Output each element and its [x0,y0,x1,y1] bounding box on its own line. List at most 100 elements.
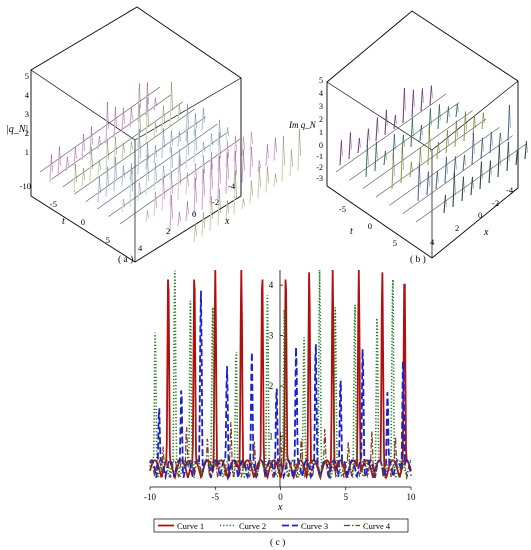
surface-spike [507,104,511,142]
series-line [149,422,412,479]
surface-mesh [115,136,117,155]
surface-spike [233,135,237,162]
surface-spike [201,212,205,237]
surface-spike [445,130,449,154]
surface-spike [400,145,404,184]
surface-mesh [67,156,69,167]
surface-spike [257,166,261,199]
surface-mesh [139,83,141,109]
surface-spike [105,139,109,171]
surface-spike [209,133,213,152]
surface-spike [384,109,388,136]
surface-spike [217,188,221,226]
surface-spike [57,146,61,177]
surface-spike [383,150,387,166]
surface-spike [426,171,430,196]
surface-mesh [483,112,485,124]
surface-spike [472,115,476,136]
t-tick: 5 [393,238,397,248]
surface-spike [419,124,423,142]
surface-mesh [211,133,213,146]
surface-spike [185,201,189,222]
panel-b-z-ticks: -3 -2 -1 0 1 2 3 4 5 [316,76,323,183]
x-tick: 2 [166,226,170,236]
legend-items: Curve 1 Curve 2 Curve 3 Curve 4 [158,521,391,531]
surface-mesh [267,166,269,184]
surface-mesh [123,199,125,208]
surface-spike [177,131,181,148]
panel-a-x-label: x [224,216,230,227]
surface-mesh [171,81,173,111]
surface-mesh [394,134,396,151]
panel-b-t-label: t [350,226,353,237]
legend-label: Curve 3 [301,521,328,531]
floor-line [335,93,447,173]
surface-mesh [211,159,213,189]
surface-spike [524,141,528,160]
panel-a: |q_N| 1 2 3 4 5 -10 -5 0 5 t 4 2 0 -2 -4… [6,6,301,265]
surface-mesh [420,147,422,163]
surface-mesh [187,172,189,187]
series-curve-2 [149,269,412,481]
t-tick: 0 [368,221,372,231]
surface-spike [89,146,93,182]
surface-mesh [227,140,229,158]
panel-c-x-ticks: -10 -5 0 5 10 [144,487,416,502]
surface-spike [209,159,213,205]
surface-mesh [203,155,205,174]
floor-line [39,86,161,173]
surface-mesh [139,129,141,159]
surface-spike [435,170,439,190]
surface-spike [161,105,165,132]
surface-spike [498,132,502,148]
surface-mesh [107,166,109,187]
surface-spike [161,176,165,212]
panel-b-surface [339,85,528,214]
surface-spike [233,151,237,189]
surface-mesh [393,152,395,177]
surface-mesh [429,128,431,153]
surface-mesh [448,106,450,118]
surface-mesh [431,85,433,99]
surface-mesh [386,109,388,127]
surface-mesh [473,132,475,154]
surface-spike [443,194,447,214]
surface-spike [201,107,205,131]
surface-mesh [235,170,237,199]
surface-spike [409,161,413,178]
floor-line [362,110,473,189]
surface-mesh [227,200,229,214]
surface-spike [489,131,493,154]
surface-spike [121,107,125,133]
panel-b: Im q_N -3 -2 -1 0 1 2 3 4 5 -5 0 5 t 4 2… [288,10,528,265]
surface-spike [429,85,433,106]
surface-spike [193,177,197,216]
surface-spike [375,117,379,142]
surface-mesh [474,115,476,129]
surface-spike [480,137,484,160]
surface-spike [185,103,189,142]
surface-mesh [368,128,370,141]
surface-mesh [454,172,456,195]
surface-spike [113,156,117,192]
surface-spike [461,176,465,202]
panel-a-surface [49,81,301,243]
panel-c-x-label: x [277,502,283,513]
x-tick: 2 [455,223,459,233]
surface-spike [185,172,189,195]
x-tick: -2 [212,197,219,207]
surface-mesh [251,180,253,196]
surface-mesh [259,166,261,188]
surface-mesh [131,141,133,150]
x-tick: -2 [492,198,499,208]
surface-spike [481,112,485,130]
surface-mesh [139,104,141,133]
surface-spike [249,131,253,151]
surface-spike [462,154,466,172]
surface-spike [488,160,492,184]
surface-mesh [195,113,197,129]
x-tick: 4 [138,243,143,253]
y-tick-label: 2 [269,381,274,391]
series-curve-1 [149,269,412,482]
